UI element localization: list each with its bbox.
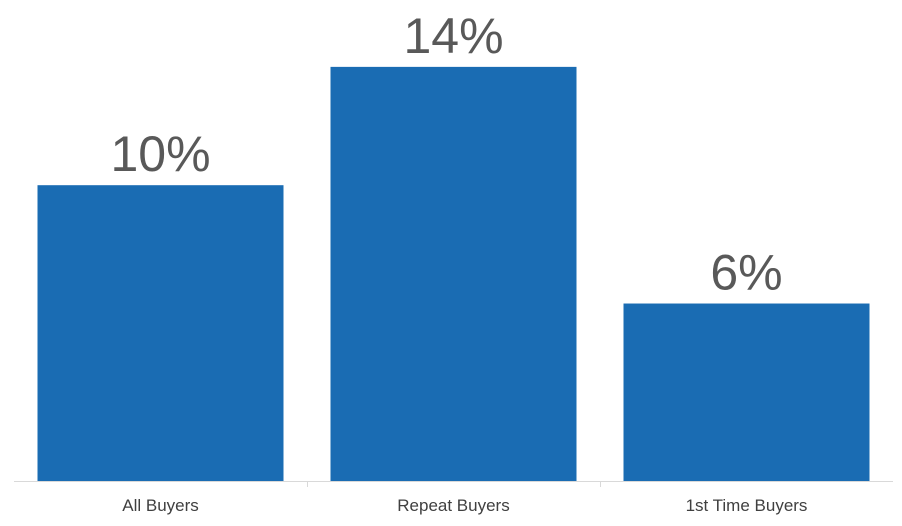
x-tick-label: Repeat Buyers — [397, 496, 509, 515]
x-axis: All Buyers Repeat Buyers 1st Time Buyers — [14, 481, 893, 515]
bar-all-buyers — [37, 185, 284, 481]
data-labels-layer: 10% 14% 6% — [110, 8, 782, 301]
bars-layer — [37, 66, 870, 482]
bar-repeat-buyers — [330, 66, 577, 482]
bar-1st-time-buyers — [623, 303, 870, 481]
x-tick-label: All Buyers — [122, 496, 199, 515]
data-label: 6% — [710, 245, 782, 301]
x-tick-label: 1st Time Buyers — [686, 496, 808, 515]
data-label: 14% — [403, 8, 503, 64]
data-label: 10% — [110, 126, 210, 182]
